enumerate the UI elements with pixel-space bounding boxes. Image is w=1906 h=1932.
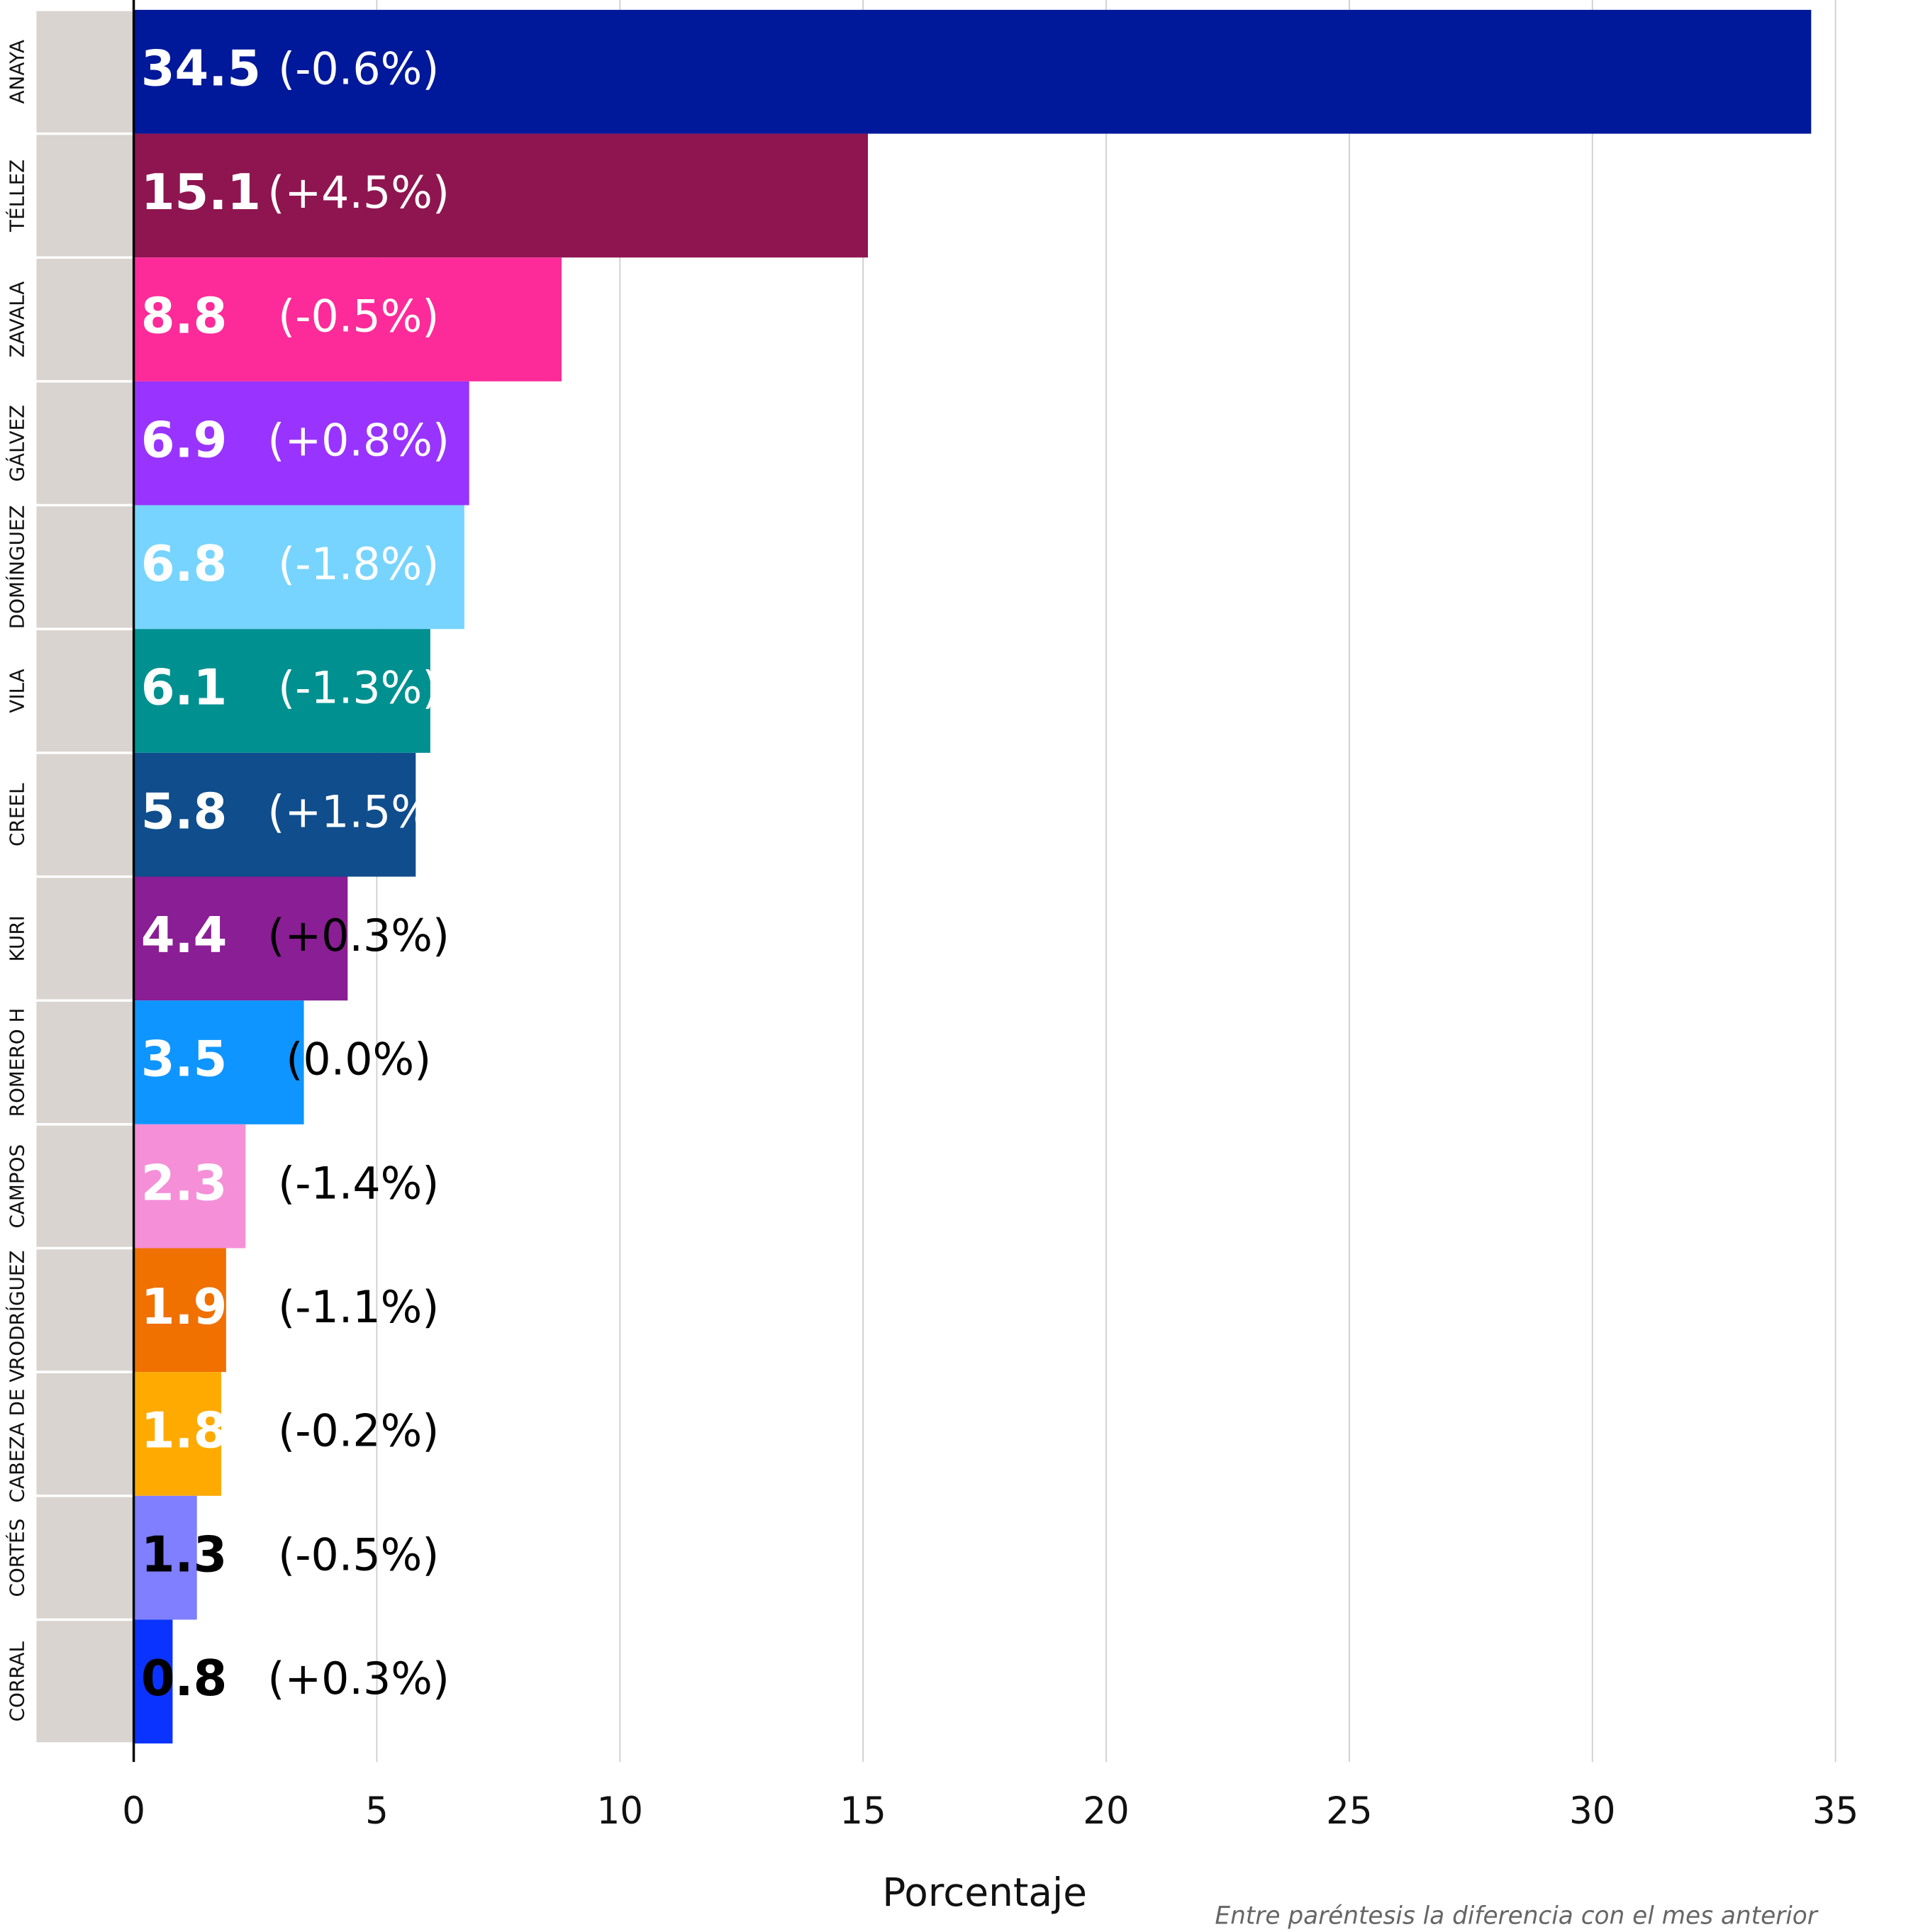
bar bbox=[133, 1124, 246, 1249]
category-label: ANAYA bbox=[6, 40, 29, 104]
photo-placeholder bbox=[36, 11, 133, 133]
change-label: (-1.3%) bbox=[278, 661, 439, 714]
value-label: 1.9 bbox=[141, 1279, 227, 1336]
photo-placeholder bbox=[36, 1249, 133, 1371]
photo-placeholder bbox=[36, 1497, 133, 1619]
photo-placeholder bbox=[36, 754, 133, 876]
photo-placeholder bbox=[36, 878, 133, 1000]
change-label: (-1.8%) bbox=[278, 538, 439, 591]
category-label: VILA bbox=[6, 669, 29, 713]
bar bbox=[133, 1248, 226, 1373]
change-label: (+0.8%) bbox=[267, 414, 450, 467]
category-label: GÁLVEZ bbox=[5, 405, 29, 482]
category-label: TÉLLEZ bbox=[5, 160, 29, 233]
bar bbox=[133, 1619, 173, 1744]
photo-placeholder bbox=[36, 135, 133, 257]
change-label: (-0.2%) bbox=[278, 1405, 439, 1457]
bar bbox=[133, 381, 469, 506]
change-label: (+0.3%) bbox=[267, 910, 450, 962]
category-label: ROMERO H bbox=[6, 1008, 29, 1117]
bar bbox=[133, 1495, 197, 1620]
photo-placeholder bbox=[36, 1001, 133, 1124]
change-label: (+0.3%) bbox=[267, 1653, 450, 1705]
bar bbox=[133, 133, 869, 258]
category-label: DOMÍNGUEZ bbox=[5, 505, 29, 629]
change-label: (-0.6%) bbox=[278, 43, 439, 95]
value-label: 0.8 bbox=[141, 1651, 227, 1708]
bar bbox=[133, 257, 562, 381]
bar bbox=[133, 876, 348, 1001]
category-label: CORTÉS bbox=[5, 1519, 29, 1597]
category-label: CREEL bbox=[6, 783, 29, 847]
value-label: 6.8 bbox=[141, 536, 227, 593]
photo-placeholder bbox=[36, 1621, 133, 1743]
value-label: 1.3 bbox=[141, 1526, 227, 1584]
change-label: (-0.5%) bbox=[278, 1529, 439, 1581]
photo-placeholder bbox=[36, 630, 133, 752]
bar bbox=[133, 752, 416, 877]
change-label: (+1.5%) bbox=[267, 786, 450, 838]
change-label: (0.0%) bbox=[286, 1033, 431, 1085]
x-tick-label: 25 bbox=[1326, 1790, 1372, 1833]
category-label: ZAVALA bbox=[6, 281, 29, 358]
bar bbox=[133, 1000, 304, 1124]
value-label: 4.4 bbox=[141, 908, 227, 965]
category-label: CABEZA DE V. bbox=[6, 1365, 29, 1502]
value-label: 8.8 bbox=[141, 288, 227, 345]
value-label: 6.9 bbox=[141, 412, 227, 469]
category-label: CORRAL bbox=[6, 1641, 29, 1722]
note: Entre paréntesis la diferencia con el me… bbox=[1215, 1902, 1818, 1930]
value-label: 2.3 bbox=[141, 1155, 227, 1212]
bar bbox=[133, 505, 464, 630]
value-label: 34.5 bbox=[141, 40, 261, 98]
x-tick-label: 35 bbox=[1812, 1790, 1858, 1833]
x-tick-label: 0 bbox=[122, 1790, 145, 1833]
bar bbox=[133, 9, 1812, 134]
bar bbox=[133, 629, 430, 753]
x-tick-label: 30 bbox=[1569, 1790, 1615, 1833]
photo-placeholder bbox=[36, 258, 133, 381]
photo-placeholder bbox=[36, 506, 133, 628]
x-tick-label: 5 bbox=[365, 1790, 389, 1833]
x-tick-label: 20 bbox=[1083, 1790, 1129, 1833]
photo-placeholder bbox=[36, 1125, 133, 1247]
value-label: 15.1 bbox=[141, 164, 261, 222]
bar bbox=[133, 1372, 221, 1496]
photo-placeholder bbox=[36, 1373, 133, 1495]
category-label: RODRÍGUEZ bbox=[5, 1250, 29, 1370]
value-label: 1.8 bbox=[141, 1402, 227, 1460]
category-label: CAMPOS bbox=[6, 1144, 29, 1229]
x-axis-label: Porcentaje bbox=[882, 1870, 1087, 1916]
change-label: (-1.4%) bbox=[278, 1157, 439, 1210]
photo-placeholder bbox=[36, 382, 133, 504]
value-label: 5.8 bbox=[141, 783, 227, 841]
change-label: (-1.1%) bbox=[278, 1281, 439, 1334]
value-label: 3.5 bbox=[141, 1031, 227, 1088]
x-tick-label: 10 bbox=[597, 1790, 643, 1833]
x-tick-label: 15 bbox=[840, 1790, 886, 1833]
category-label: KURI bbox=[6, 915, 29, 961]
value-label: 6.1 bbox=[141, 659, 227, 717]
change-label: (-0.5%) bbox=[278, 290, 439, 342]
change-label: (+4.5%) bbox=[267, 167, 450, 219]
